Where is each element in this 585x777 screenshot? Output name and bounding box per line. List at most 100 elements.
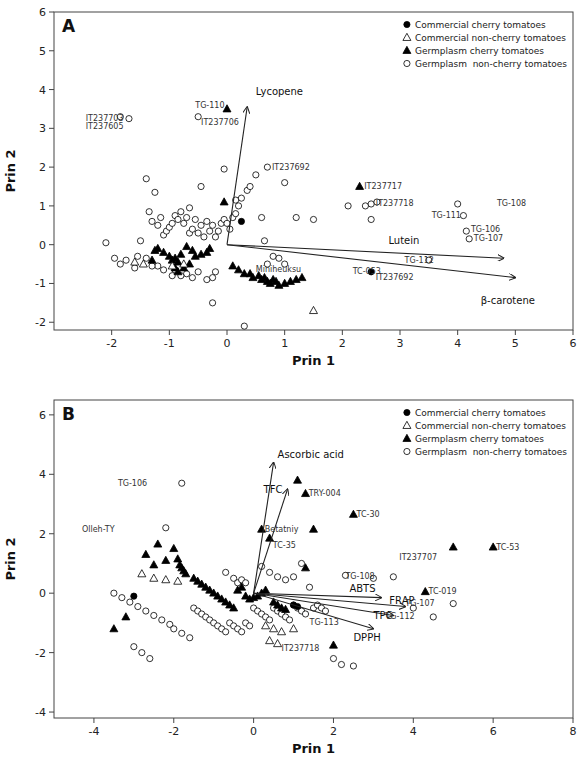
point [138,570,146,577]
point [310,525,318,532]
point [262,586,270,593]
data-layer [110,462,497,669]
loading-vector [227,245,515,278]
point [184,214,190,220]
vector-label: Lycopene [256,86,303,97]
x-tick [333,718,334,723]
y-tick [49,12,54,13]
point [247,183,253,189]
legend-label: Commercial cherry tomatoes [415,408,546,418]
point [204,218,210,224]
point [221,166,227,172]
point [195,230,201,236]
point [132,265,138,271]
loading-vector [254,593,394,615]
point [150,561,158,568]
point [253,172,259,178]
vector-label: DPPH [353,632,380,643]
point [230,604,238,611]
point [298,273,306,280]
point [235,203,241,209]
point-label: TG-108 [496,199,526,208]
point [184,271,190,277]
point [270,625,278,632]
x-tick [573,718,574,723]
point [158,214,164,220]
x-tick [493,718,494,723]
x-tick-label: -2 [106,337,117,350]
point [131,258,139,265]
legend: Commercial cherry tomatoesCommercial non… [403,20,567,69]
point [187,635,193,641]
point [180,260,188,267]
vector-label: Ascorbic acid [278,449,344,460]
loading-vector [227,107,247,245]
y-tick-label: 4 [39,84,46,97]
point [182,570,190,577]
point [183,242,191,249]
y-tick [49,205,54,206]
x-axis-label: Prin 1 [292,353,335,368]
x-tick-label: 4 [454,337,461,350]
legend-label: Commercial non-cherry tomatoes [415,33,566,43]
point [198,183,204,189]
point [146,209,152,215]
y-tick [49,474,54,475]
legend-label: Germplasm non-cherry tomatoes [415,447,567,457]
point [195,269,201,275]
y-tick [49,50,54,51]
point [150,574,158,581]
x-tick-label: 3 [397,337,404,350]
point [181,220,187,226]
point [162,576,170,583]
point-label: Olleh-TY [82,525,115,534]
y-tick [49,128,54,129]
point-label: TG-112 [384,612,414,621]
y-tick-label: 1 [39,200,46,213]
plot-frame [54,12,573,330]
point [460,212,466,218]
x-tick [173,718,174,723]
point [170,544,178,551]
y-tick-label: -1 [35,277,46,290]
x-tick-label: 0 [224,337,231,350]
point-label: IT237718 [282,644,320,653]
point [430,614,436,620]
point [450,600,456,606]
x-tick [413,718,414,723]
point [155,263,161,269]
point-label: TG-107 [404,599,434,608]
x-tick-label: 5 [512,337,519,350]
legend-marker [403,33,411,40]
point [238,218,244,224]
point [241,323,247,329]
x-tick-label: -4 [88,725,99,738]
point [274,640,282,647]
point [338,661,344,667]
point [368,216,374,222]
point [198,222,204,228]
panel-title: B [62,404,75,424]
point [276,255,282,261]
point [135,603,141,609]
point-label: IT237605 [86,122,124,131]
legend-marker [404,448,410,454]
point [247,623,253,629]
panel-title: A [62,16,76,36]
point [310,216,316,222]
point [278,628,286,635]
legend-marker [404,21,410,27]
point [261,238,267,244]
point [147,655,153,661]
vector-label: ABTS [349,583,375,594]
y-tick [49,89,54,90]
point [310,306,318,313]
series [131,258,318,314]
point [294,476,302,483]
point [220,198,228,205]
point [212,269,218,275]
plot-frame [54,400,573,718]
x-tick [400,330,401,335]
point [117,261,123,267]
point-label: TC-30 [356,510,380,519]
